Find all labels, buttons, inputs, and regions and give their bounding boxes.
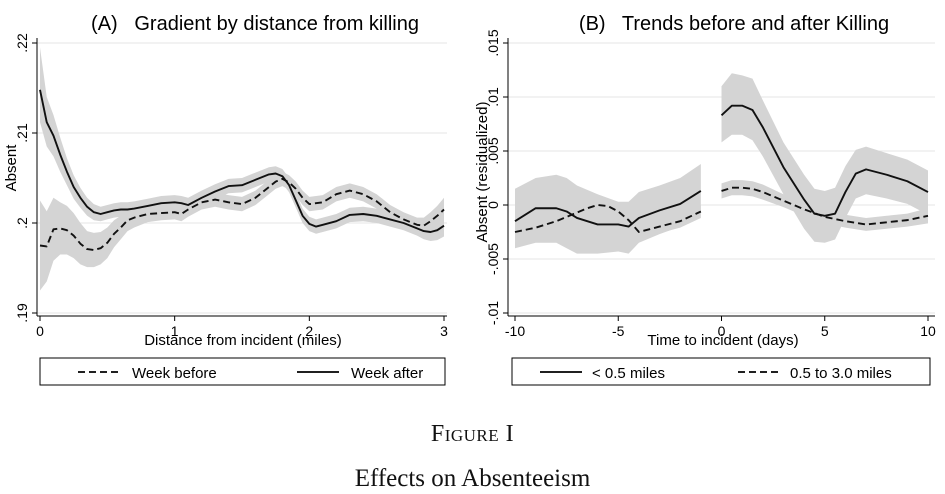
panel-a-title: (A) Gradient by distance from killing xyxy=(91,13,419,35)
panel-a-chart: (A) Gradient by distance from killing .1… xyxy=(0,0,461,400)
ci-band-week-after xyxy=(40,47,444,241)
legend-label-week-after: Week after xyxy=(351,365,423,382)
series-line-week-before xyxy=(39,177,445,251)
x-tick-label: 10 xyxy=(920,323,936,339)
panel-a-axes xyxy=(32,38,447,321)
legend-label-under-half-mile: < 0.5 miles xyxy=(592,365,665,382)
ci-band-0-5-miles xyxy=(721,73,928,243)
panel-a-gridlines xyxy=(37,42,447,314)
legend-label-week-before: Week before xyxy=(132,365,217,382)
panel-b-series-lines xyxy=(514,104,929,233)
panel-a-tick-labels: .19 .2 .21 .22 0 1 2 3 xyxy=(14,33,448,339)
y-tick-label: -.005 xyxy=(485,243,501,275)
x-tick-label: 3 xyxy=(440,323,448,339)
panel-b-legend: < 0.5 miles 0.5 to 3.0 miles xyxy=(511,357,931,386)
panel-b-chart: (B) Trends before and after Killing -.01… xyxy=(470,0,945,400)
x-tick-label: 0 xyxy=(718,323,726,339)
panel-b-x-axis-label: Time to incident (days) xyxy=(647,332,798,349)
series-line-week-after xyxy=(39,89,445,233)
panel-a-legend: Week before Week after xyxy=(39,357,446,386)
series-line-0-5-miles xyxy=(514,190,702,228)
y-tick-label: 0 xyxy=(485,201,501,209)
y-tick-label: .015 xyxy=(485,29,501,56)
panel-a-legend-box xyxy=(39,357,446,386)
y-tick-label: .22 xyxy=(14,33,30,53)
panel-b-y-axis-label: Absent (residualized) xyxy=(474,102,491,243)
ci-band-week-before xyxy=(40,171,444,291)
y-tick-label: .2 xyxy=(14,217,30,229)
ci-band-0-5-to-3-0-miles xyxy=(721,180,928,231)
y-tick-label: .21 xyxy=(14,123,30,143)
figure-label: Figure I xyxy=(430,421,515,447)
y-tick-label: .19 xyxy=(14,303,30,323)
panel-b-title: (B) Trends before and after Killing xyxy=(579,13,889,35)
panel-a-x-axis-label: Distance from incident (miles) xyxy=(144,332,342,349)
panel-a-y-axis-label: Absent xyxy=(3,144,20,192)
x-tick-label: -10 xyxy=(505,323,525,339)
y-tick-label: .005 xyxy=(485,137,501,164)
panel-a-series-lines xyxy=(39,89,445,251)
panel-a-confidence-bands xyxy=(40,47,444,291)
series-line-0-5-to-3-0-miles xyxy=(514,204,702,233)
x-tick-label: 0 xyxy=(36,323,44,339)
y-tick-label: -.01 xyxy=(485,301,501,325)
panel-b-axes xyxy=(503,38,935,321)
figure-title: Effects on Absenteeism xyxy=(354,465,591,492)
x-tick-label: 1 xyxy=(171,323,179,339)
y-tick-label: .01 xyxy=(485,87,501,107)
x-tick-label: -5 xyxy=(612,323,625,339)
series-line-0-5-to-3-0-miles xyxy=(721,186,929,226)
x-tick-label: 5 xyxy=(821,323,829,339)
panel-b-tick-labels: -.01 -.005 0 .005 .01 .015 -10 -5 0 5 10 xyxy=(485,29,936,339)
x-tick-label: 2 xyxy=(305,323,313,339)
legend-label-half-to-three-miles: 0.5 to 3.0 miles xyxy=(790,365,892,382)
